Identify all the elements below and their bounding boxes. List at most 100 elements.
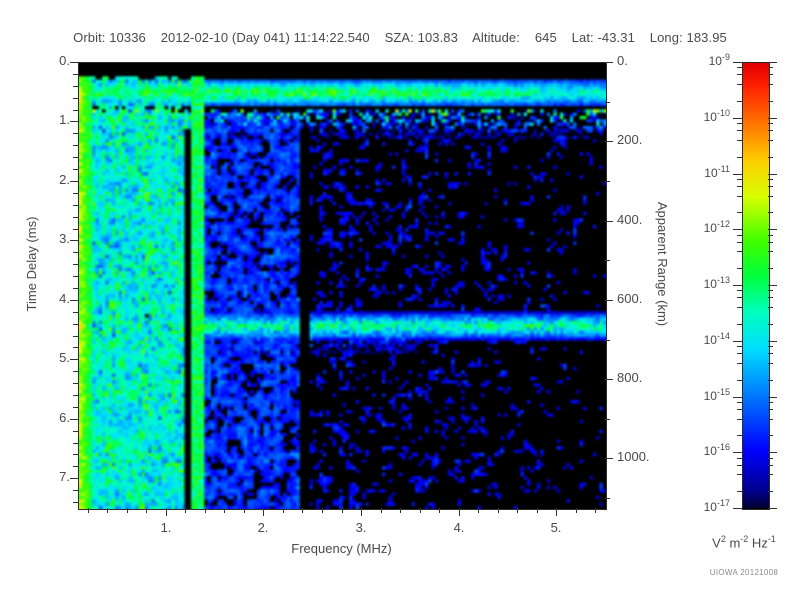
x-tick-minor [478,508,479,513]
colorbar-tick-minor [768,179,773,180]
y-tick-major [70,300,78,301]
colorbar-tick-major [733,229,742,230]
y2-tick-label: 200. [617,132,643,147]
colorbar-tick-minor [768,251,773,252]
x-tick-minor [420,508,421,513]
colorbar-tick-minor [768,74,773,75]
colorbar-tick-minor [768,346,773,347]
y2-tick-label: 400. [617,212,643,227]
colorbar-tick-minor [768,380,773,381]
y2-tick-major [605,141,613,142]
colorbar-tick-minor [737,157,742,158]
header-text: Orbit: 10336 2012-02-10 (Day 041) 11:14:… [73,30,727,45]
x-tick-minor [127,508,128,513]
y2-tick-major [605,221,613,222]
y-tick-minor [73,86,78,87]
y-tick-label: 2. [59,172,70,187]
y2-tick-minor [605,419,610,420]
y2-tick-label: 800. [617,370,643,385]
colorbar-tick-minor [737,123,742,124]
y-tick-major [70,121,78,122]
colorbar-tick-minor [737,67,742,68]
y-tick-label: 3. [59,231,70,246]
colorbar-tick-major [768,508,777,509]
y-tick-minor [73,145,78,146]
y-tick-minor [73,490,78,491]
y2-tick-label: 0. [617,53,628,68]
spectrogram-image [79,63,606,509]
x-tick-minor [283,508,284,513]
colorbar-tick-label: 10-9 [708,52,730,68]
y-tick-minor [73,407,78,408]
colorbar-tick-minor [768,140,773,141]
x-tick-label: 5. [550,520,562,535]
x-tick-minor [381,508,382,513]
x-tick-minor [88,508,89,513]
colorbar-tick-minor [737,409,742,410]
colorbar-tick-label: 10-17 [703,498,730,514]
credit-label: UIOWA 20121008 [709,568,779,577]
x-axis-title: Frequency (MHz) [291,541,392,556]
colorbar-tick-minor [737,435,742,436]
y-tick-minor [73,74,78,75]
colorbar-tick-minor [768,353,773,354]
y-tick-major [70,62,78,63]
colorbar-tick-minor [768,409,773,410]
colorbar-tick-minor [768,474,773,475]
colorbar-tick-major [768,118,777,119]
y2-tick-major [605,62,613,63]
colorbar-tick-minor [768,196,773,197]
x-tick-major [556,508,557,516]
x-tick-minor [595,508,596,513]
y2-tick-minor [605,340,610,341]
colorbar-tick-label: 10-11 [704,164,730,180]
colorbar-tick-minor [737,186,742,187]
y-tick-minor [73,217,78,218]
x-tick-label: 1. [160,520,172,535]
colorbar-tick-major [768,174,777,175]
y-tick-minor [73,110,78,111]
colorbar-tick-minor [737,346,742,347]
y-tick-label: 6. [59,410,70,425]
colorbar-tick-label: 10-15 [703,387,730,403]
colorbar-tick-minor [768,458,773,459]
x-tick-minor [439,508,440,513]
colorbar-tick-minor [737,380,742,381]
y-axis-title: Time Delay (ms) [24,216,39,312]
x-tick-minor [342,508,343,513]
colorbar-tick-major [733,508,742,509]
colorbar-tick-minor [768,242,773,243]
y2-tick-minor [605,102,610,103]
y2-tick-minor [605,181,610,182]
y-tick-minor [73,264,78,265]
colorbar-tick-minor [768,465,773,466]
colorbar-tick-minor [768,297,773,298]
colorbar-tick-minor [737,307,742,308]
colorbar-tick-major [768,285,777,286]
colorbar-tick-major [733,118,742,119]
y-tick-minor [73,312,78,313]
y-tick-major [70,359,78,360]
colorbar-tick-minor [737,101,742,102]
colorbar-tick-minor [737,84,742,85]
x-tick-label: 3. [355,520,367,535]
colorbar-tick-minor [737,297,742,298]
x-tick-label: 2. [257,520,269,535]
y-tick-minor [73,133,78,134]
y-tick-major [70,478,78,479]
x-tick-major [459,508,460,516]
y-tick-minor [73,347,78,348]
y2-tick-major [605,300,613,301]
colorbar-tick-minor [768,123,773,124]
y-tick-minor [73,431,78,432]
colorbar-tick-major [733,285,742,286]
colorbar-tick-minor [768,186,773,187]
x-tick-minor [322,508,323,513]
colorbar-tick-minor [737,474,742,475]
y-tick-label: 4. [59,291,70,306]
colorbar-tick-minor [768,101,773,102]
colorbar-tick-minor [768,307,773,308]
colorbar-tick-major [768,341,777,342]
colorbar-tick-minor [768,435,773,436]
colorbar-tick-minor [737,419,742,420]
